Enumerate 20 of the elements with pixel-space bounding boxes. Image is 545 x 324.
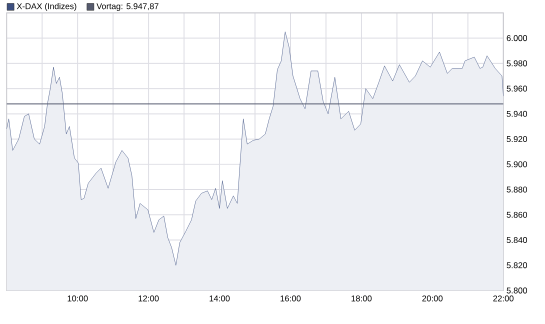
x-tick-label: 18:00 — [352, 295, 372, 302]
legend-label: Vortag: 5.947,87 — [96, 3, 158, 11]
x-tick-label: 10:00 — [68, 295, 88, 302]
y-tick-label: 5.820 — [506, 262, 528, 268]
x-tick-label: 22:00 — [493, 295, 514, 302]
x-tick-label: 14:00 — [210, 295, 230, 302]
x-tick-label: 20:00 — [422, 295, 443, 302]
x-tick-label: 16:00 — [280, 295, 301, 302]
y-tick-label: 6.000 — [506, 35, 528, 41]
y-tick-label: 5.880 — [506, 186, 528, 192]
y-tick-label: 5.900 — [506, 161, 528, 168]
x-tick-label: 12:00 — [138, 295, 159, 302]
y-tick-label: 5.920 — [506, 136, 528, 142]
y-tick-label: 5.800 — [506, 287, 528, 294]
y-tick-label: 5.940 — [506, 110, 528, 117]
y-tick-label: 5.980 — [506, 60, 528, 66]
y-tick-label: 5.960 — [506, 86, 528, 92]
y-tick-label: 5.860 — [506, 212, 528, 218]
y-tick-label: 5.840 — [506, 236, 528, 243]
legend-label: X-DAX (Indizes) — [16, 2, 76, 11]
